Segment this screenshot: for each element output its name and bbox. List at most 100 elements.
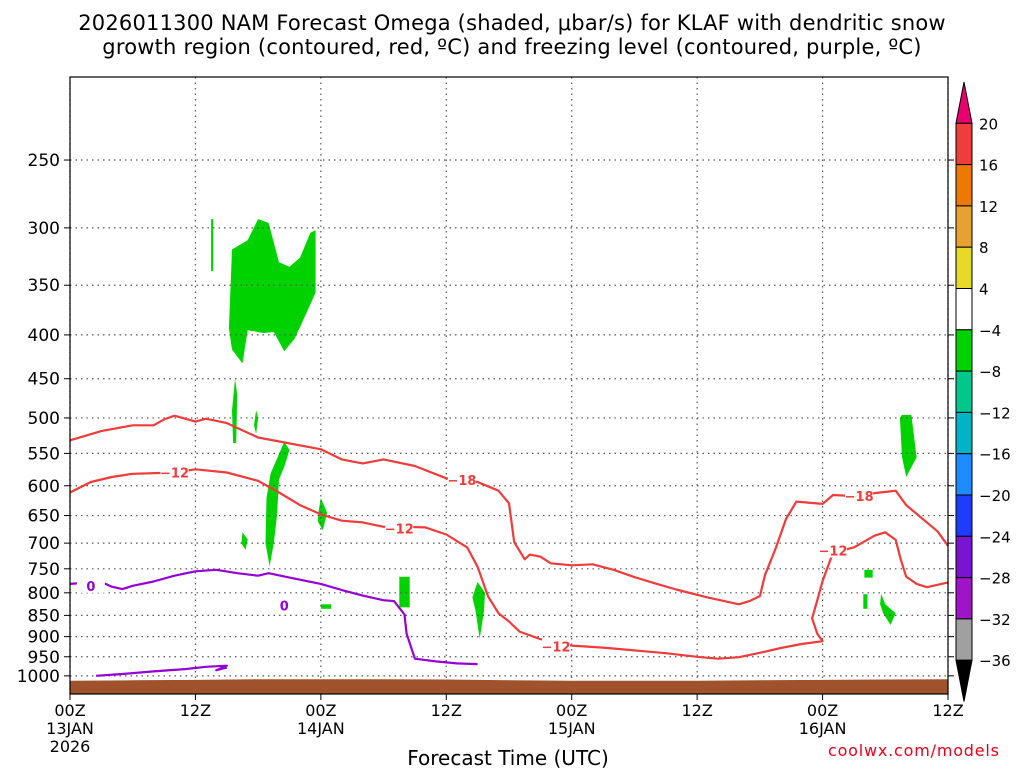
colorbar-swatch-3 [955, 205, 973, 248]
colorbar-swatch-5 [955, 288, 973, 331]
y-tick-label-650: 650 [28, 507, 60, 527]
contour-label-bg [385, 520, 414, 536]
contour-label-dgz_-12-2: −12 [542, 640, 571, 655]
contour-label-bg [542, 638, 571, 654]
omega_m4_i [399, 576, 410, 608]
contour-label-bg [447, 472, 476, 488]
y-tick-label-350: 350 [28, 276, 60, 296]
y-tick-label-800: 800 [28, 584, 60, 604]
contour-label-dgz_-12-3: −12 [819, 545, 848, 560]
colorbar-label-6: −4 [979, 322, 1001, 340]
omega_m4_k [899, 414, 917, 477]
contour-label-dgz_-12-1: −12 [385, 522, 414, 537]
x-tick-label-72-1: 16JAN [799, 719, 847, 738]
colorbar-swatch-8 [955, 411, 973, 455]
y-tick-label-700: 700 [28, 534, 60, 554]
terrain-layer [70, 679, 948, 694]
colorbar-bottom-arrow [955, 659, 973, 702]
chart-title-line-1: 2026011300 NAM Forecast Omega (shaded, μ… [78, 11, 946, 35]
contour-layer: −18 −18 −12 −12 −12 −12 0 0 [69, 414, 949, 677]
colorbar-label-1: 20 [979, 115, 998, 133]
contour-label-dgz_-18-0: −18 [447, 474, 476, 489]
y-tick-label-950: 950 [28, 648, 60, 668]
omega_m4_e [265, 441, 290, 567]
y-tick-label-750: 750 [28, 560, 60, 580]
colorbar-swatch-12 [955, 577, 973, 620]
contour-label-bg [270, 597, 299, 613]
x-tick-label-48-0: 00Z [556, 701, 587, 720]
contour-label-dgz_-18-1: −18 [845, 490, 874, 505]
colorbar-label-2: 16 [979, 157, 998, 175]
contour-label-dgz_-12-0: −12 [160, 467, 189, 482]
colorbar-swatch-4 [955, 246, 973, 289]
x-tick-label-84-0: 12Z [932, 701, 963, 720]
colorbar-label-13: −32 [979, 611, 1011, 629]
omega_p4_b [582, 405, 598, 446]
omega_m4_h [320, 604, 332, 609]
y-tick-label-300: 300 [28, 219, 60, 239]
y-tick-label-250: 250 [28, 151, 60, 171]
omega_m4_a [228, 219, 316, 364]
y-tick-label-400: 400 [28, 326, 60, 346]
colorbar-label-8: −12 [979, 404, 1011, 422]
omega_p4_a [514, 317, 551, 541]
colorbar-swatch-2 [955, 164, 973, 207]
y-tick-label-900: 900 [28, 628, 60, 648]
colorbar-label-5: 4 [979, 281, 989, 299]
x-axis-label: Forecast Time (UTC) [407, 746, 609, 768]
attribution: coolwx.com/models [828, 741, 1000, 760]
contour-label-bg [819, 542, 848, 558]
contour-dgz_-18 [69, 414, 949, 606]
x-tick-label-24-1: 14JAN [297, 719, 345, 738]
omega-shading-layer [211, 219, 917, 639]
terrain-fill [70, 679, 948, 694]
colorbar-swatch-11 [955, 535, 973, 579]
colorbar-swatch-1 [955, 122, 973, 166]
contour-label-freezing_0-1: 0 [280, 600, 289, 615]
y-tick-label-550: 550 [28, 444, 60, 464]
contour-label-bg [845, 488, 874, 504]
x-tick-label-0-0: 00Z [54, 701, 85, 720]
x-tick-label-36-0: 12Z [431, 701, 462, 720]
colorbar-label-9: −16 [979, 446, 1011, 464]
colorbar-label-14: −36 [979, 652, 1011, 670]
colorbar: 20 16 12 8 4 −4 −8 −12 −16 −20 −24 −28 −32 −36 [955, 81, 1011, 702]
contour-freezing_0_low [96, 664, 228, 677]
axis-layer: 2503003504004505005506006507007508008509… [17, 76, 964, 756]
contour-dgz_-12 [69, 468, 949, 660]
colorbar-label-10: −20 [979, 487, 1011, 505]
colorbar-top-arrow [955, 81, 973, 124]
colorbar-swatch-13 [955, 618, 973, 661]
contour-label-freezing_0-0: 0 [86, 580, 95, 595]
y-tick-label-450: 450 [28, 370, 60, 390]
plot-frame [69, 76, 949, 695]
x-tick-label-24-0: 00Z [305, 701, 336, 720]
y-tick-label-600: 600 [28, 477, 60, 497]
omega_m4_j [472, 582, 485, 639]
omega_m4_b [211, 219, 214, 272]
x-tick-label-12-0: 12Z [180, 701, 211, 720]
colorbar-label-4: 8 [979, 239, 989, 257]
x-tick-label-48-1: 15JAN [548, 719, 596, 738]
contour-label-bg [160, 464, 189, 480]
contour-label-bg [76, 577, 105, 593]
colorbar-swatch-7 [955, 370, 973, 413]
x-tick-label-0-2: 2026 [50, 737, 91, 756]
omega_m4_l [864, 569, 873, 578]
y-tick-label-500: 500 [28, 409, 60, 429]
contour-freezing_0 [69, 568, 478, 666]
chart-title-line-2: growth region (contoured, red, ºC) and f… [102, 35, 922, 59]
omega_m4_g [241, 532, 248, 550]
x-tick-label-0-1: 13JAN [46, 719, 94, 738]
colorbar-label-3: 12 [979, 198, 998, 216]
colorbar-swatch-6 [955, 329, 973, 372]
omega_m4_c [232, 378, 238, 444]
colorbar-label-7: −8 [979, 363, 1001, 381]
omega_m4_m [863, 594, 868, 609]
y-tick-label-1000: 1000 [17, 667, 60, 687]
omega_m4_n [880, 593, 896, 625]
omega_m4_d [254, 410, 259, 434]
x-tick-label-60-0: 12Z [681, 701, 712, 720]
colorbar-swatch-10 [955, 494, 973, 537]
